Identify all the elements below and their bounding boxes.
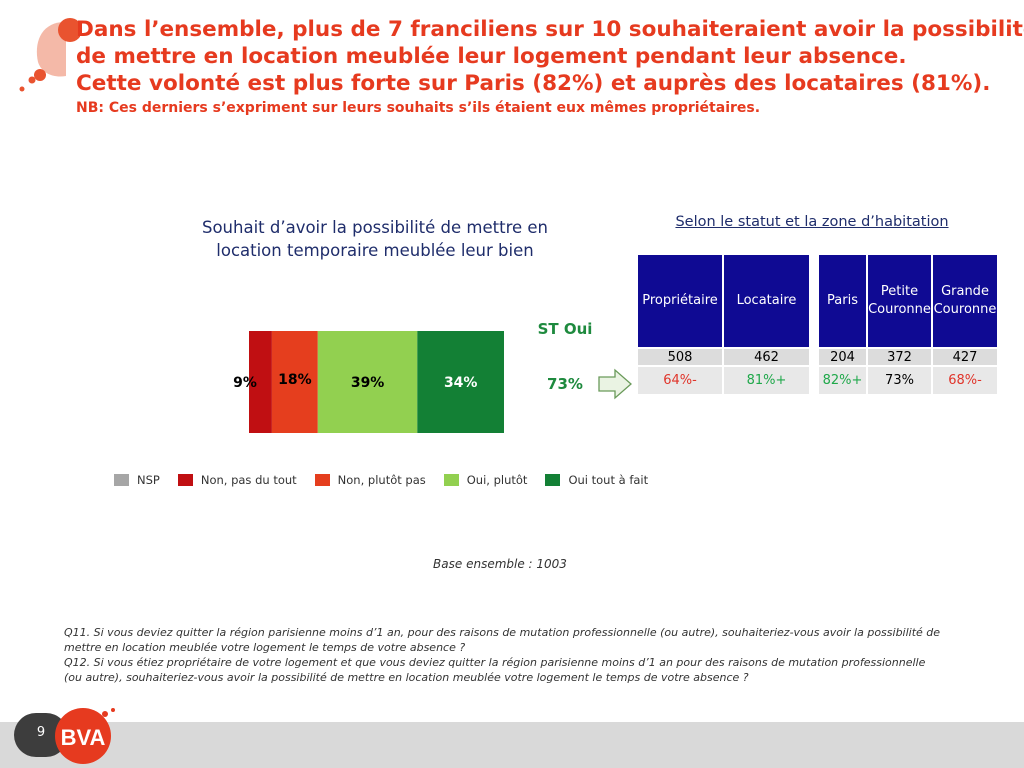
bar-label-1: 9% bbox=[233, 375, 257, 391]
bubble-small bbox=[34, 69, 46, 81]
bubble-large-shape bbox=[36, 22, 66, 77]
slide-title: Dans l’ensemble, plus de 7 franciliens s… bbox=[76, 16, 1024, 119]
decorative-bubbles bbox=[19, 18, 80, 92]
pct-paris: 82%+ bbox=[819, 367, 866, 394]
legend-swatch-oui-plutot bbox=[443, 474, 459, 486]
bar-label-4: 34% bbox=[444, 375, 478, 391]
question-q11: Q11. Si vous deviez quitter la région pa… bbox=[64, 626, 941, 654]
right-arrow-icon bbox=[598, 368, 632, 400]
base-paris: 204 bbox=[819, 349, 866, 365]
bar-segment-2 bbox=[271, 331, 318, 433]
title-line-3: Cette volonté est plus forte sur Paris (… bbox=[76, 71, 991, 96]
title-line-2: de mettre en location meublée leur logem… bbox=[76, 44, 907, 69]
pct-petite-couronne: 73% bbox=[868, 367, 931, 394]
legend-label-oui-plutot: Oui, plutôt bbox=[466, 473, 528, 487]
logo-text: BVA bbox=[61, 725, 106, 750]
page-number: 9 bbox=[36, 725, 46, 740]
chart-title: Souhait d’avoir la possibilité de mettre… bbox=[160, 216, 590, 262]
table-statut: Propriétaire Locataire 508 462 64%- 81%+ bbox=[636, 253, 811, 396]
base-proprietaire: 508 bbox=[638, 349, 722, 365]
st-oui-label: ST Oui bbox=[537, 320, 593, 338]
chart-legend: NSP Non, pas du tout Non, plutôt pas Oui… bbox=[114, 473, 666, 487]
legend-label-oui-tout-a-fait: Oui tout à fait bbox=[568, 473, 649, 487]
legend-label-nsp: NSP bbox=[137, 473, 160, 487]
bubble-circle bbox=[58, 18, 80, 42]
bubble-dot bbox=[19, 86, 25, 92]
pct-proprietaire: 64%- bbox=[638, 367, 722, 394]
footer-band bbox=[0, 722, 1024, 768]
legend-item: Oui, plutôt bbox=[443, 473, 528, 487]
legend-item: NSP bbox=[114, 473, 160, 487]
base-locataire: 462 bbox=[724, 349, 809, 365]
table-zone: Paris Petite Couronne Grande Couronne 20… bbox=[817, 253, 999, 396]
table-title: Selon le statut et la zone d’habitation bbox=[675, 214, 949, 230]
legend-item: Oui tout à fait bbox=[545, 473, 648, 487]
bar-label-2: 18% bbox=[278, 372, 312, 388]
base-grande-couronne: 427 bbox=[933, 349, 997, 365]
question-q12: Q12. Si vous étiez propriétaire de votre… bbox=[64, 656, 926, 684]
legend-label-non-pas-du-tout: Non, pas du tout bbox=[200, 473, 297, 487]
header-paris: Paris bbox=[819, 255, 866, 347]
bar-segment-1 bbox=[249, 331, 272, 433]
header-locataire: Locataire bbox=[724, 255, 809, 347]
pct-grande-couronne: 68%- bbox=[933, 367, 997, 394]
stacked-bar-chart: 9% 18% 39% 34% bbox=[233, 331, 504, 433]
chart-title-line-2: location temporaire meublée leur bien bbox=[216, 241, 534, 260]
header-petite-couronne: Petite Couronne bbox=[868, 255, 931, 347]
bubble-tiny bbox=[28, 76, 36, 84]
base-petite-couronne: 372 bbox=[868, 349, 931, 365]
pct-locataire: 81%+ bbox=[724, 367, 809, 394]
header-proprietaire: Propriétaire bbox=[638, 255, 722, 347]
st-oui-value: 73% bbox=[547, 375, 583, 393]
legend-swatch-non-pas-du-tout bbox=[177, 474, 193, 486]
title-line-1: Dans l’ensemble, plus de 7 franciliens s… bbox=[76, 17, 1024, 42]
legend-swatch-nsp bbox=[114, 474, 129, 486]
header-grande-couronne: Grande Couronne bbox=[933, 255, 997, 347]
chart-title-line-1: Souhait d’avoir la possibilité de mettre… bbox=[201, 218, 549, 237]
bar-segment-3 bbox=[317, 331, 418, 433]
legend-item: Non, plutôt pas bbox=[314, 473, 426, 487]
legend-swatch-oui-tout-a-fait bbox=[545, 474, 561, 486]
questions-footnote: Q11. Si vous deviez quitter la région pa… bbox=[64, 625, 944, 685]
legend-swatch-non-plutot-pas bbox=[314, 474, 330, 486]
bva-logo: BVA bbox=[55, 708, 115, 764]
bar-label-3: 39% bbox=[351, 375, 385, 391]
base-note: Base ensemble : 1003 bbox=[433, 557, 567, 571]
bar-segment-4 bbox=[417, 331, 504, 433]
legend-label-non-plutot-pas: Non, plutôt pas bbox=[337, 473, 426, 487]
legend-item: Non, pas du tout bbox=[177, 473, 297, 487]
title-nb: NB: Ces derniers s’expriment sur leurs s… bbox=[76, 100, 761, 116]
